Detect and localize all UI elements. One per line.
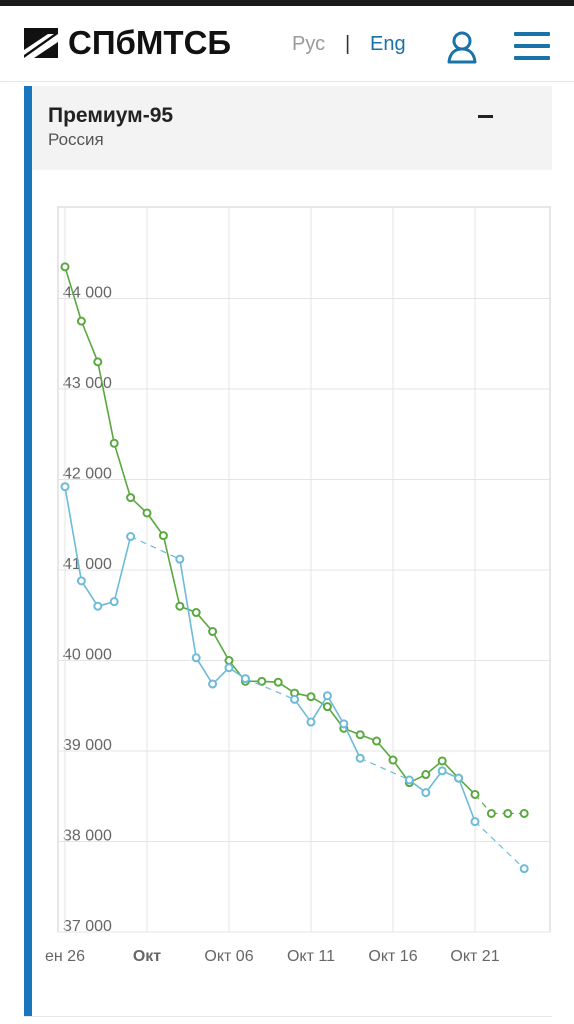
series-blue-point: [355, 753, 365, 763]
series-green-point: [519, 808, 529, 818]
series-green-point: [388, 755, 398, 765]
series-blue-segment: [326, 695, 345, 725]
series-blue-point: [421, 788, 431, 798]
series-blue-point: [404, 775, 414, 785]
menu-icon[interactable]: [514, 32, 550, 60]
y-tick-label: 39 000: [63, 737, 112, 754]
series-green-point: [470, 789, 480, 799]
series-blue-point: [240, 674, 250, 684]
site-header: СПбМТСБ Рус | Eng: [0, 6, 574, 82]
series-blue-segment: [425, 770, 443, 794]
card-header[interactable]: Премиум-95 Россия: [32, 86, 552, 170]
series-green-point: [175, 601, 185, 611]
y-tick-label: 41 000: [63, 556, 112, 573]
series-green-point: [126, 493, 136, 503]
series-green-point: [355, 730, 365, 740]
series-green-point: [142, 508, 152, 518]
divider: [24, 1016, 552, 1017]
series-blue-segment: [130, 535, 181, 560]
series-blue-segment: [245, 678, 295, 700]
series-green-point: [322, 702, 332, 712]
series-green-point: [158, 531, 168, 541]
y-tick-label: 40 000: [63, 647, 112, 664]
lang-separator: |: [345, 33, 351, 55]
collapse-button[interactable]: [472, 104, 496, 128]
series-blue-point: [208, 679, 218, 689]
series-blue-point: [339, 719, 349, 729]
y-tick-label: 38 000: [63, 828, 112, 845]
x-tick-label: Окт 16: [368, 948, 417, 965]
series-blue-segment: [359, 757, 410, 781]
series-blue-point: [322, 691, 332, 701]
series-blue-point: [519, 864, 529, 874]
user-icon[interactable]: [446, 30, 478, 64]
series-blue-segment: [474, 821, 525, 870]
card-title: Премиум-95: [48, 104, 174, 127]
series-blue-segment: [457, 777, 476, 822]
series-green-point: [273, 677, 283, 687]
series-blue-point: [191, 653, 201, 663]
series-green-point: [191, 608, 201, 618]
lang-en-link[interactable]: Eng: [370, 33, 406, 55]
logo[interactable]: СПбМТСБ: [24, 26, 231, 60]
series-green-point: [421, 770, 431, 780]
series-blue-segment: [343, 723, 361, 759]
series-green-point: [486, 808, 496, 818]
series-blue-point: [109, 597, 119, 607]
series-green-point: [257, 676, 267, 686]
series-blue-point: [224, 663, 234, 673]
series-green-segment: [211, 631, 230, 661]
y-tick-label: 42 000: [63, 466, 112, 483]
series-green-point: [503, 808, 513, 818]
series-green-segment: [97, 361, 115, 444]
series-green-segment: [146, 512, 165, 537]
top-stripe: [0, 0, 574, 6]
x-tick-label: Окт 06: [204, 948, 253, 965]
series-green-point: [437, 756, 447, 766]
logo-text: СПбМТСБ: [68, 24, 232, 61]
series-blue-segment: [64, 486, 83, 581]
series-blue-point: [175, 554, 185, 564]
series-green-point: [60, 262, 70, 272]
series-green-segment: [113, 443, 132, 498]
series-green-point: [109, 438, 119, 448]
series-blue-point: [76, 576, 86, 586]
series-green-point: [208, 627, 218, 637]
series-blue-point: [470, 817, 480, 827]
card-subtitle: Россия: [48, 130, 104, 149]
series-blue-point: [290, 694, 300, 704]
logo-mark-icon: [24, 28, 58, 58]
series-blue-point: [437, 766, 447, 776]
series-green-point: [306, 692, 316, 702]
y-tick-label: 43 000: [63, 375, 112, 392]
series-green-segment: [80, 320, 99, 363]
y-tick-label: 44 000: [63, 285, 112, 302]
series-blue-segment: [179, 559, 197, 658]
x-tick-label: Окт: [133, 948, 161, 965]
x-tick-label: ен 26: [45, 948, 85, 965]
series-blue-point: [60, 482, 70, 492]
series-blue-point: [454, 773, 464, 783]
series-blue-segment: [80, 580, 99, 607]
series-green-point: [372, 736, 382, 746]
minus-icon: [478, 115, 493, 118]
series-blue-point: [93, 601, 103, 611]
series-green-segment: [64, 266, 83, 322]
x-tick-label: Окт 11: [287, 948, 335, 965]
lang-ru-link[interactable]: Рус: [292, 33, 326, 55]
series-green-point: [224, 656, 234, 665]
series-green-point: [76, 316, 86, 326]
series-blue-segment: [113, 536, 132, 602]
series-blue-point: [126, 532, 136, 542]
series-blue-point: [306, 717, 316, 727]
y-tick-label: 37 000: [63, 918, 112, 935]
series-blue-segment: [293, 698, 312, 723]
series-green-segment: [162, 535, 181, 607]
x-tick-label: Окт 21: [450, 948, 499, 965]
series-blue-segment: [195, 657, 214, 685]
series-blue-segment: [310, 695, 329, 723]
series-green-point: [93, 357, 103, 367]
